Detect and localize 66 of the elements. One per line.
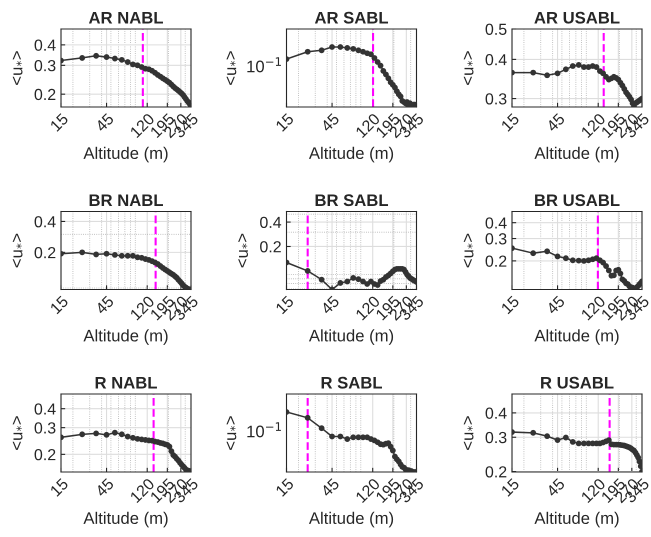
chart-title: AR NABL (88, 12, 163, 24)
y-tick-label: 0.3 (486, 93, 506, 105)
y-tick-label: 0.2 (486, 466, 506, 478)
y-tick-label: 0.2 (260, 241, 281, 252)
chart-title: BR NABL (90, 194, 163, 206)
text: 10$^{−1}$ (247, 57, 281, 72)
x-tick-label: 15 (500, 112, 520, 132)
y-axis-title: <u$_{*}$> (464, 234, 474, 268)
y-axis-title: <u$_{*}$> (226, 51, 236, 85)
x-axis-title: Altitude (m) (83, 146, 168, 162)
y-tick-label: 0.4 (34, 40, 56, 51)
x-tick-label: 45 (94, 478, 114, 498)
x-axis-title: Altitude (m) (534, 329, 619, 345)
x-tick-label: 15 (275, 112, 294, 132)
x-tick-label: 45 (546, 112, 566, 132)
x-tick-label: 15 (275, 478, 294, 497)
chart-title: R USABL (541, 376, 614, 389)
x-tick-label: 45 (320, 112, 340, 132)
y-axis-title: <u$_{*}$> (12, 234, 22, 268)
x-axis-title: Altitude (m) (308, 329, 394, 345)
chart-title: AR USABL (534, 12, 620, 24)
x-tick-label: 15 (50, 478, 69, 497)
y-axis-title: <u$_{*}$> (464, 416, 474, 450)
x-tick-label: 15 (50, 112, 69, 132)
y-tick-label: 0.2 (34, 247, 56, 258)
x-axis-title: Altitude (m) (83, 512, 168, 528)
y-tick-label: 0.4 (34, 216, 56, 228)
x-tick-label: 45 (94, 295, 114, 315)
y-axis-title: <u$_{*}$> (464, 51, 474, 85)
x-tick-label: 45 (320, 478, 340, 498)
y-tick-label: 0.5 (486, 24, 506, 35)
y-tick-label: 0.4 (486, 408, 507, 419)
x-axis-title: Altitude (m) (308, 146, 394, 162)
x-tick-label: 15 (500, 295, 520, 314)
chart-title: BR USABL (535, 194, 620, 206)
y-axis-title: <u$_{*}$> (226, 416, 236, 450)
x-tick-label: 15 (50, 295, 69, 314)
y-tick-label: 0.2 (34, 88, 56, 100)
y-axis-title: <u$_{*}$> (12, 51, 22, 85)
y-tick-label: 0.3 (34, 422, 56, 434)
x-tick-label: 15 (500, 478, 520, 497)
y-tick-label: 0.4 (486, 54, 507, 66)
y-tick-label: 0.3 (486, 233, 506, 244)
chart-title: R SABL (322, 376, 382, 389)
y-tick-label: 0.3 (486, 432, 506, 444)
y-tick-label: 0.2 (34, 448, 56, 460)
y-tick-label: 0.4 (260, 216, 282, 228)
x-tick-label: 45 (94, 112, 114, 132)
chart-title: R NABL (96, 376, 157, 388)
x-tick-label: 45 (320, 295, 340, 315)
x-tick-label: 45 (546, 478, 566, 498)
x-axis-title: Altitude (m) (308, 512, 394, 528)
y-tick-label: 0.2 (486, 256, 506, 267)
y-axis-title: <u$_{*}$> (12, 416, 22, 450)
chart-title: AR SABL (314, 12, 388, 24)
y-axis-title: <u$_{*}$> (238, 234, 248, 268)
chart-title: BR SABL (316, 194, 388, 206)
y-tick-label: 0.3 (34, 60, 56, 72)
x-axis-title: Altitude (m) (534, 512, 619, 528)
x-axis-title: Altitude (m) (534, 146, 619, 162)
x-axis-title: Altitude (m) (83, 329, 168, 345)
x-tick-label: 15 (275, 295, 294, 314)
y-tick-label: 0.4 (34, 403, 56, 415)
x-tick-label: 45 (546, 295, 566, 315)
text: 10$^{−1}$ (247, 422, 281, 438)
y-tick-label: 0.4 (486, 217, 507, 229)
